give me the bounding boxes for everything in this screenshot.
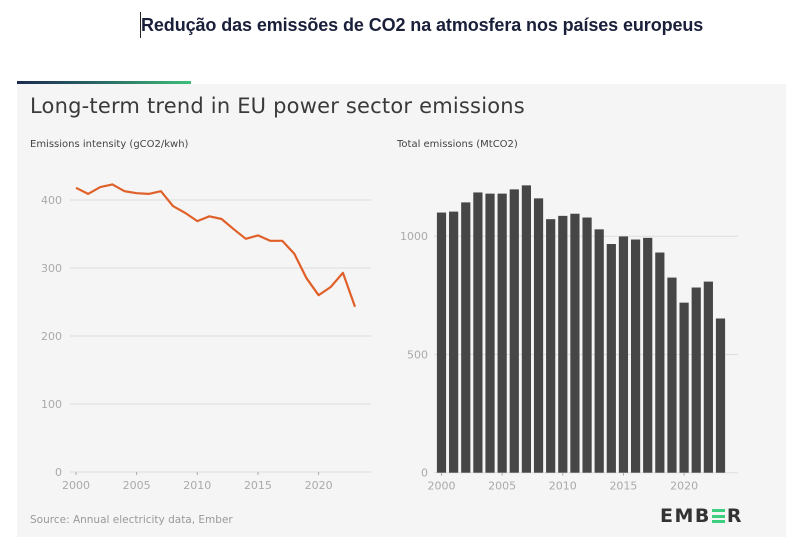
bar-2003	[473, 192, 483, 473]
y-tick-label: 0	[421, 467, 428, 480]
y-tick-label: 0	[55, 466, 62, 479]
bar-2017	[643, 237, 653, 473]
right-chart-title: Total emissions (MtCO2)	[397, 139, 518, 150]
bar-2020	[679, 302, 689, 473]
x-tick-label: 2005	[123, 479, 151, 492]
bar-2018	[655, 252, 665, 473]
bar-2011	[570, 213, 580, 473]
bar-2013	[594, 229, 604, 473]
bar-2008	[533, 198, 544, 473]
ember-logo: EMB R	[660, 504, 743, 528]
x-tick-label: 2015	[244, 479, 272, 492]
bar-2014	[606, 244, 616, 473]
logo-stylized-e-icon	[711, 509, 725, 523]
bar-2000	[436, 212, 447, 473]
bar-2016	[630, 239, 641, 473]
x-tick-label: 2020	[305, 479, 333, 492]
bar-2002	[461, 202, 471, 473]
accent-bar	[17, 81, 191, 84]
y-tick-label: 500	[407, 348, 428, 361]
y-tick-label: 400	[41, 194, 62, 207]
y-tick-label: 300	[41, 262, 62, 275]
x-tick-label: 2020	[670, 480, 698, 493]
logo-prefix: EMB	[660, 505, 711, 527]
x-tick-label: 2005	[488, 480, 516, 493]
bar-2015	[618, 236, 629, 473]
bar-2023	[715, 318, 726, 473]
bar-2005	[497, 193, 507, 473]
card-title: Long-term trend in EU power sector emiss…	[30, 94, 525, 118]
bar-2012	[582, 217, 592, 473]
total-emissions-bar-chart: 0 500 1000 2000 2005 2010 2015 2020	[400, 185, 738, 493]
bar-2001	[449, 211, 459, 473]
bar-2010	[558, 215, 568, 473]
bar-2019	[667, 277, 677, 473]
bar-2007	[521, 185, 532, 473]
document-title: Redução das emissões de CO2 na atmosfera…	[140, 12, 703, 38]
x-tick-label: 2010	[183, 479, 211, 492]
left-chart-title: Emissions intensity (gCO2/kwh)	[30, 139, 189, 150]
x-tick-label: 2015	[609, 480, 637, 493]
x-tick-label: 2000	[62, 479, 90, 492]
intensity-line-chart: 0 100 200 300 400 2000 2005 2010 2015 2020	[41, 183, 371, 492]
bar-2004	[485, 193, 495, 473]
x-tick-label: 2000	[428, 480, 456, 493]
y-tick-label: 200	[41, 330, 62, 343]
source-note: Source: Annual electricity data, Ember	[30, 514, 233, 526]
logo-suffix: R	[726, 505, 744, 527]
bar-2009	[546, 219, 556, 473]
bar-2021	[691, 287, 701, 473]
y-tick-label: 1000	[400, 230, 428, 243]
bar-2022	[703, 281, 713, 473]
y-tick-label: 100	[41, 398, 62, 411]
intensity-line	[75, 183, 357, 308]
bar-2006	[509, 189, 519, 473]
x-tick-label: 2010	[549, 480, 577, 493]
